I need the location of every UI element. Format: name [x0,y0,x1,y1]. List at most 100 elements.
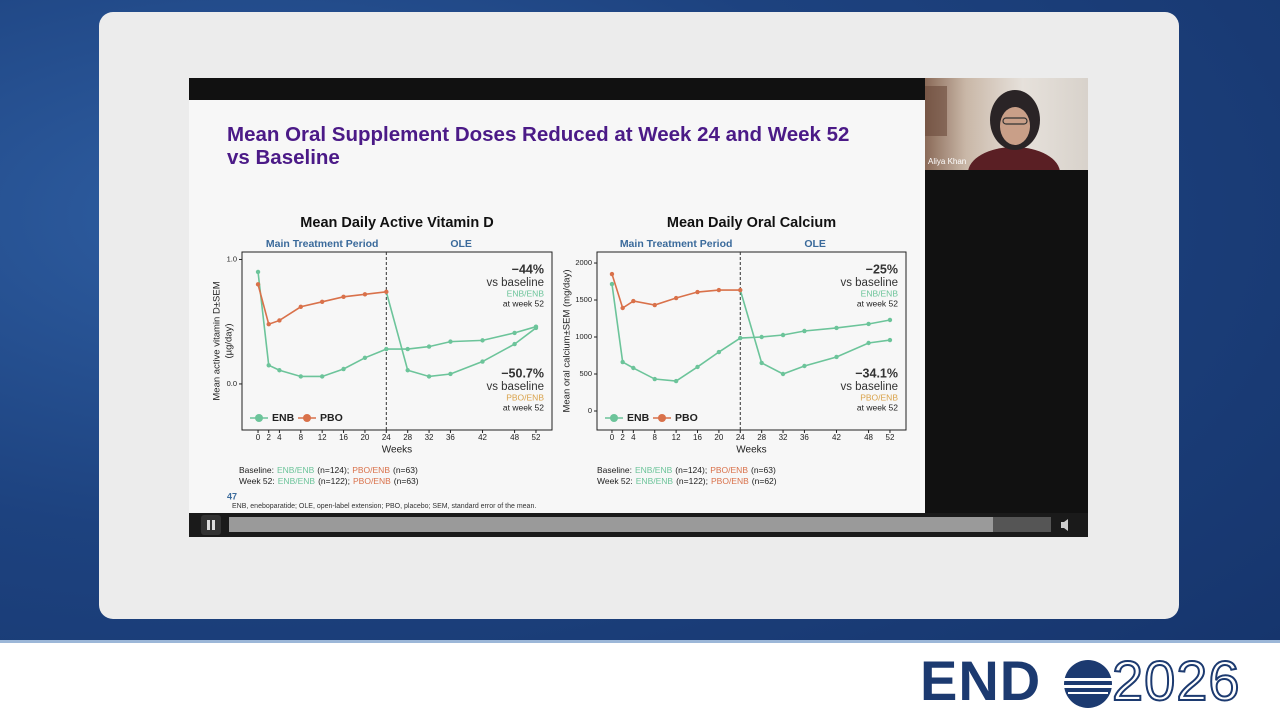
y-axis-label: (µg/day) [224,323,235,358]
note-part: PBO/ENB [353,476,391,486]
note-part: ENB/ENB [635,465,673,475]
volume-button[interactable] [1061,519,1068,531]
x-tick-label: 52 [532,433,541,442]
x-tick-label: 48 [864,433,873,442]
data-point [298,374,303,379]
data-point [533,325,539,331]
y-axis-label: Mean oral calcium±SEM (mg/day) [562,269,573,412]
x-tick-label: 16 [693,433,702,442]
progress-fill [229,517,993,532]
y-tick-label: 1000 [575,332,592,341]
annotation-when: at week 52 [857,402,898,412]
x-tick-label: 20 [714,433,723,442]
plot-frame [596,251,907,431]
plot-frame [241,251,553,431]
note-line: Baseline: ENB/ENB (n=124); PBO/ENB (n=63) [597,465,776,475]
annotation-text: vs baseline [486,381,544,393]
annotation-text: vs baseline [840,381,898,393]
y-axis-label: Mean active vitamin D±SEM [212,281,223,400]
data-point [512,330,517,336]
data-point [277,368,282,373]
x-tick-label: 0 [256,433,261,442]
note-part: Week 52: [239,476,275,486]
pause-button[interactable] [201,515,221,535]
annotation-when: at week 52 [857,298,898,308]
slide-canvas: 47 ENB, eneboparatide; OLE, open-label ex… [212,215,907,510]
page-number: 47 [227,491,237,501]
note-part: (n=63) [751,465,776,475]
x-tick-label: 12 [672,433,681,442]
data-point [405,368,410,373]
legend-marker [255,414,263,422]
data-point [738,335,743,341]
data-point [716,287,722,293]
chart: Mean Daily Active Vitamin D Main Treatmen… [212,215,553,486]
x-tick-label: 42 [832,433,841,442]
data-point [405,346,410,352]
data-point [620,305,625,311]
x-tick-label: 24 [736,433,745,442]
note-part: PBO/ENB [710,465,748,475]
x-tick-label: 20 [360,433,369,442]
legend-label: ENB [627,412,650,424]
data-point [834,354,839,360]
annotation-change: −50.7% [501,366,544,380]
note-part: (n=63) [393,465,418,475]
data-point [759,334,764,340]
note-line: Week 52: ENB/ENB (n=122); PBO/ENB (n=63) [239,476,419,486]
annotation-when: at week 52 [503,402,544,412]
chart-title: Mean Daily Oral Calcium [667,215,836,231]
data-point [716,349,722,355]
y-tick-label: 0.0 [227,379,237,388]
note-part: ENB/ENB [636,476,674,486]
series-line [611,273,741,310]
data-point [448,339,453,344]
logo-globe [1064,660,1112,708]
legend-label: PBO [320,412,343,424]
x-tick-label: 42 [478,433,487,442]
controls-canvas [201,515,1068,535]
series-line [257,284,387,326]
series-line [257,271,537,378]
slide-title: Mean Oral Supplement Doses Reduced at We… [227,123,849,169]
x-tick-label: 32 [425,433,434,442]
chart-title: Mean Daily Active Vitamin D [300,215,493,231]
data-point [620,359,625,365]
x-axis-label: Weeks [736,445,766,456]
data-point [384,346,389,352]
y-tick-label: 0 [588,406,592,415]
data-point [609,271,615,277]
x-tick-label: 36 [446,433,455,442]
legend-marker [610,414,618,422]
annotation-change: −25% [866,262,898,276]
webcam: Aliya Khan [925,78,1088,170]
legend-label: PBO [675,412,698,424]
note-part: Week 52: [597,476,633,486]
note-part: (n=124); [317,465,349,475]
x-tick-label: 2 [620,433,625,442]
data-point [866,321,871,327]
data-point [609,281,615,287]
x-tick-label: 24 [382,433,391,442]
note-part: Baseline: [239,465,274,475]
annotation-text: vs baseline [840,277,898,289]
pause-icon [207,520,210,530]
y-tick-label: 1.0 [227,254,237,263]
annotation-group: ENB/ENB [861,288,899,298]
data-point [426,344,432,349]
data-point [834,325,839,331]
data-point [277,318,282,323]
data-point [266,321,271,327]
chart: Mean Daily Oral Calcium Main Treatment Pe… [562,215,907,486]
x-tick-label: 36 [800,433,809,442]
data-point [298,304,303,309]
data-point [448,371,453,377]
data-point [738,287,743,293]
data-point [341,366,346,372]
note-part: PBO/ENB [352,465,390,475]
x-tick-label: 2 [266,433,271,442]
webcam-image [925,86,1060,170]
note-part: (n=62) [752,476,777,486]
x-tick-label: 28 [757,433,766,442]
